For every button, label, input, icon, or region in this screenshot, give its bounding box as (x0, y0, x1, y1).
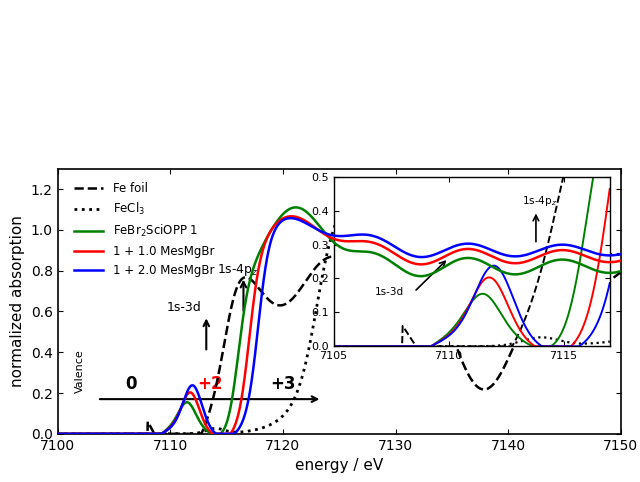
Legend: Fe foil, FeCl$_3$, FeBr$_2$SciOPP 1, 1 + 1.0 MesMgBr, 1 + 2.0 MesMgBr: Fe foil, FeCl$_3$, FeBr$_2$SciOPP 1, 1 +… (69, 177, 219, 281)
Y-axis label: normalized absorption: normalized absorption (10, 215, 25, 387)
Text: Valence: Valence (74, 349, 84, 393)
Text: 1s-4p$_z$: 1s-4p$_z$ (217, 262, 259, 278)
Text: +2: +2 (197, 375, 223, 393)
Text: 0: 0 (125, 375, 136, 393)
X-axis label: energy / eV: energy / eV (295, 458, 383, 473)
Text: +3: +3 (270, 375, 296, 393)
Text: 1s-3d: 1s-3d (167, 301, 202, 314)
